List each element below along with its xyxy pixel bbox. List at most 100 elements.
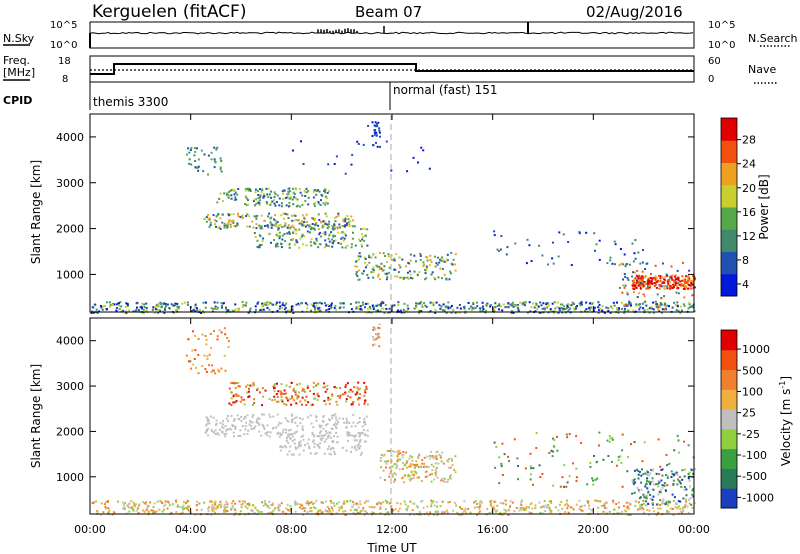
power-data-point [655, 286, 658, 289]
velocity-data-point [626, 470, 629, 473]
velocity-data-point [197, 338, 200, 340]
power-data-point [231, 309, 234, 312]
power-data-point [284, 240, 287, 242]
power-data-point [359, 307, 362, 310]
power-data-point [578, 232, 581, 235]
velocity-data-point [209, 333, 212, 335]
power-data-point [357, 269, 360, 272]
power-data-point [545, 303, 548, 306]
velocity-data-point [309, 414, 312, 417]
freq-label: Freq. [3, 54, 30, 67]
velocity-data-point [230, 415, 233, 417]
power-data-point [598, 258, 601, 261]
velocity-data-point [326, 510, 328, 513]
velocity-data-point [221, 430, 224, 433]
velocity-data-point [652, 488, 655, 491]
power-data-point [288, 244, 291, 247]
power-data-point [256, 302, 259, 305]
velocity-data-point [687, 477, 690, 480]
power-data-point [406, 271, 409, 274]
power-data-point [405, 265, 408, 268]
power-data-point [299, 191, 302, 194]
power-data-point [632, 260, 635, 263]
power-data-point [344, 234, 347, 237]
power-data-point [443, 260, 446, 263]
power-data-point [233, 199, 236, 201]
power-data-point [631, 242, 634, 245]
velocity-data-point [330, 506, 333, 508]
velocity-data-point [296, 446, 299, 449]
velocity-data-point [464, 507, 467, 510]
power-data-point [153, 312, 156, 314]
velocity-data-point [175, 501, 178, 504]
velocity-data-point [210, 501, 213, 503]
velocity-colorbar-cell [721, 369, 737, 390]
velocity-data-point [356, 386, 359, 389]
velocity-data-point [292, 453, 295, 456]
power-data-point [273, 218, 276, 221]
beam-label: Beam 07 [355, 3, 422, 21]
power-data-point [274, 204, 277, 207]
velocity-data-point [178, 506, 181, 508]
power-data-point [450, 272, 452, 275]
power-data-point [257, 189, 259, 192]
velocity-data-point [578, 508, 581, 511]
power-data-point [450, 262, 453, 265]
power-data-point [261, 239, 264, 242]
velocity-data-point [291, 435, 294, 438]
power-data-point [370, 271, 373, 274]
power-data-point [280, 226, 283, 228]
power-data-point [434, 278, 437, 281]
power-data-point [297, 302, 300, 305]
velocity-data-point [100, 502, 103, 505]
velocity-data-point [286, 503, 289, 506]
power-data-point [673, 279, 676, 282]
velocity-data-point [520, 499, 523, 502]
velocity-data-point [628, 502, 631, 505]
velocity-data-point [420, 500, 423, 503]
power-data-point [675, 309, 678, 312]
velocity-data-point [335, 416, 337, 419]
power-data-point [365, 234, 367, 237]
velocity-data-point [307, 401, 310, 404]
power-data-point [494, 306, 497, 309]
power-data-point [342, 306, 345, 309]
velocity-data-point [331, 417, 334, 420]
velocity-data-point [352, 434, 355, 437]
velocity-data-point [95, 500, 98, 503]
velocity-data-point [657, 493, 660, 496]
velocity-data-point [498, 482, 501, 485]
power-data-point [326, 202, 329, 205]
power-data-point [268, 308, 271, 311]
velocity-data-point [239, 435, 242, 437]
velocity-data-point [399, 452, 402, 455]
velocity-data-point [637, 508, 640, 511]
velocity-data-point [551, 450, 554, 453]
power-data-point [682, 303, 685, 306]
velocity-data-point [397, 452, 400, 455]
power-data-point [306, 307, 309, 310]
velocity-data-point [549, 500, 552, 503]
velocity-data-point [137, 512, 140, 514]
power-data-point [638, 292, 641, 295]
velocity-data-point [676, 473, 679, 476]
velocity-data-point [210, 415, 213, 418]
velocity-data-point [561, 476, 564, 479]
power-data-point [200, 312, 202, 314]
velocity-data-point [649, 483, 652, 486]
power-data-point [364, 306, 366, 309]
power-data-point [267, 304, 270, 306]
power-data-point [222, 200, 225, 202]
velocity-data-point [217, 506, 220, 509]
velocity-data-point [234, 509, 237, 512]
velocity-data-point [214, 433, 217, 435]
velocity-data-point [388, 450, 391, 452]
power-data-point [120, 305, 123, 308]
velocity-data-point [383, 453, 386, 456]
power-data-point [557, 255, 560, 258]
velocity-data-point [361, 431, 364, 434]
power-data-point [360, 243, 363, 246]
velocity-data-point [339, 394, 342, 397]
velocity-colorbar-tick: 500 [742, 364, 763, 377]
velocity-data-point [262, 424, 265, 427]
